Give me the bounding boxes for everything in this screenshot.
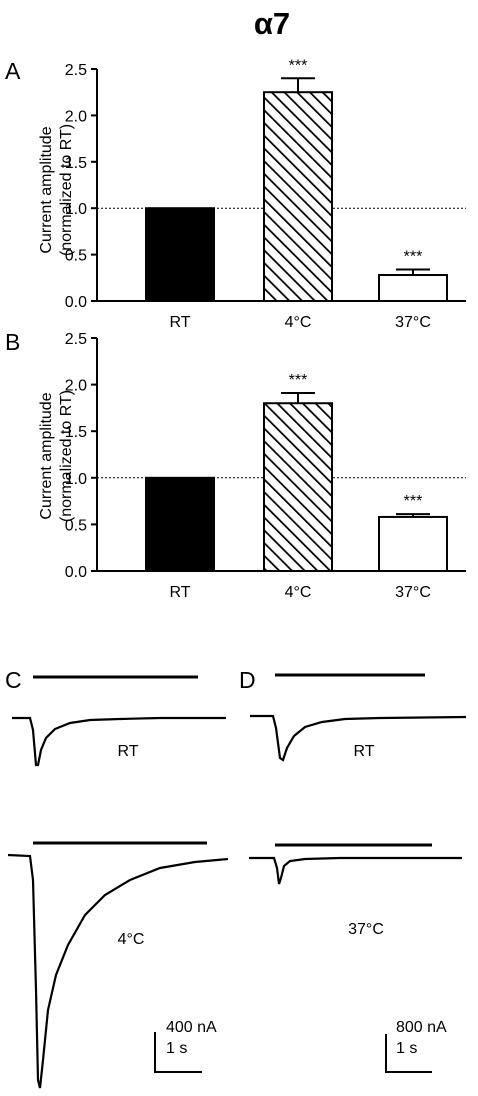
significance-label-b: *** — [289, 372, 308, 389]
y-tick-label-b: 2.0 — [65, 378, 87, 395]
y-tick-label-b: 0.5 — [65, 517, 87, 534]
y-tick-label-a: 0.0 — [65, 294, 87, 311]
panel-d: D RT 37°C 800 nA 1 s — [239, 667, 467, 1073]
x-category-label-a: RT — [169, 314, 190, 331]
bar-a-1 — [263, 91, 333, 302]
scale-current-label-d: 800 nA — [396, 1019, 447, 1036]
significance-label-b: *** — [404, 493, 423, 510]
y-tick-label-a: 0.5 — [65, 248, 87, 265]
bar-b-2 — [378, 515, 448, 572]
current-trace-c-4c — [7, 853, 229, 1089]
current-trace-c-rt — [12, 716, 226, 767]
y-tick-label-a: 1.5 — [65, 155, 87, 172]
trace-label-c-bottom: 4°C — [118, 931, 145, 948]
panel-b: B Current amplitude (normalized to RT) 0… — [5, 329, 466, 601]
scale-bar-c — [154, 1032, 202, 1073]
y-axis-label-b: Current amplitude — [38, 392, 55, 519]
x-category-label-b: 37°C — [395, 584, 431, 601]
scale-time-label-c: 1 s — [166, 1040, 187, 1057]
bar-b-1 — [263, 402, 333, 572]
x-category-label-a: 4°C — [285, 314, 312, 331]
significance-label-a: *** — [404, 248, 423, 265]
bar-b-0 — [145, 476, 215, 572]
panel-label-b: B — [5, 329, 20, 355]
axes-a: 0.0 0.5 1.0 1.5 2.0 2.5 RT *** 4°C *** 37°C — [65, 57, 466, 331]
panel-a: A Current amplitude (normalized to RT) 0… — [5, 57, 466, 331]
y-tick-label-a: 2.5 — [65, 62, 87, 79]
y-tick-label-b: 2.5 — [65, 331, 87, 348]
scale-bar-d — [385, 1034, 432, 1073]
x-category-label-b: RT — [169, 584, 190, 601]
y-tick-label-a: 2.0 — [65, 108, 87, 125]
scale-current-label-c: 400 nA — [166, 1019, 217, 1036]
current-trace-d-37c — [249, 856, 462, 885]
bar-a-2 — [378, 274, 448, 302]
trace-label-c-top: RT — [117, 743, 138, 760]
axes-b: 0.0 0.5 1.0 1.5 2.0 2.5 RT *** 4°C *** 37°C — [65, 331, 466, 601]
y-tick-label-b: 0.0 — [65, 564, 87, 581]
trace-label-d-top: RT — [353, 743, 374, 760]
figure-title: α7 — [254, 6, 290, 41]
trace-label-d-bottom: 37°C — [348, 921, 384, 938]
y-tick-label-a: 1.0 — [65, 201, 87, 218]
panel-label-c: C — [5, 667, 22, 693]
panel-label-a: A — [5, 58, 21, 84]
panel-label-d: D — [239, 667, 256, 693]
y-axis-label2-a: (normalized to RT) — [58, 124, 75, 256]
current-trace-d-rt — [250, 714, 467, 762]
panel-c: C RT 4°C 400 nA 1 s — [5, 667, 229, 1089]
bar-a-0 — [145, 207, 215, 302]
y-tick-label-b: 1.5 — [65, 424, 87, 441]
y-tick-label-b: 1.0 — [65, 471, 87, 488]
x-category-label-b: 4°C — [285, 584, 312, 601]
significance-label-a: *** — [289, 57, 308, 74]
x-category-label-a: 37°C — [395, 314, 431, 331]
y-axis-label-a: Current amplitude — [38, 126, 55, 253]
y-axis-label2-b: (normalized to RT) — [58, 390, 75, 522]
scale-time-label-d: 1 s — [396, 1040, 417, 1057]
